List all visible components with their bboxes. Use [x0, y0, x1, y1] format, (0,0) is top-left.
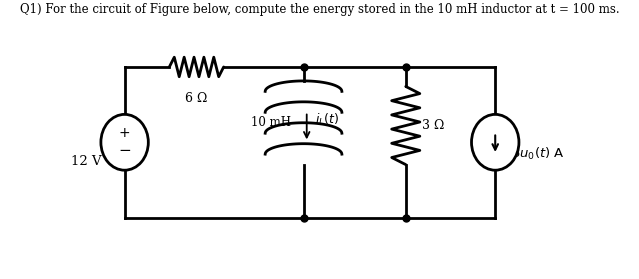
Text: 3 Ω: 3 Ω — [422, 119, 444, 132]
Text: $i_L(t)$: $i_L(t)$ — [315, 112, 339, 128]
Text: $5u_0(t)\ \mathrm{A}$: $5u_0(t)\ \mathrm{A}$ — [511, 145, 565, 162]
Ellipse shape — [101, 114, 148, 170]
Text: 12 V: 12 V — [71, 155, 102, 168]
Text: Q1) For the circuit of Figure below, compute the energy stored in the 10 mH indu: Q1) For the circuit of Figure below, com… — [20, 3, 619, 16]
Text: 6 Ω: 6 Ω — [185, 92, 208, 105]
Text: +: + — [119, 126, 130, 140]
Ellipse shape — [472, 114, 519, 170]
Text: −: − — [118, 143, 131, 158]
Text: 10 mH: 10 mH — [250, 116, 291, 129]
